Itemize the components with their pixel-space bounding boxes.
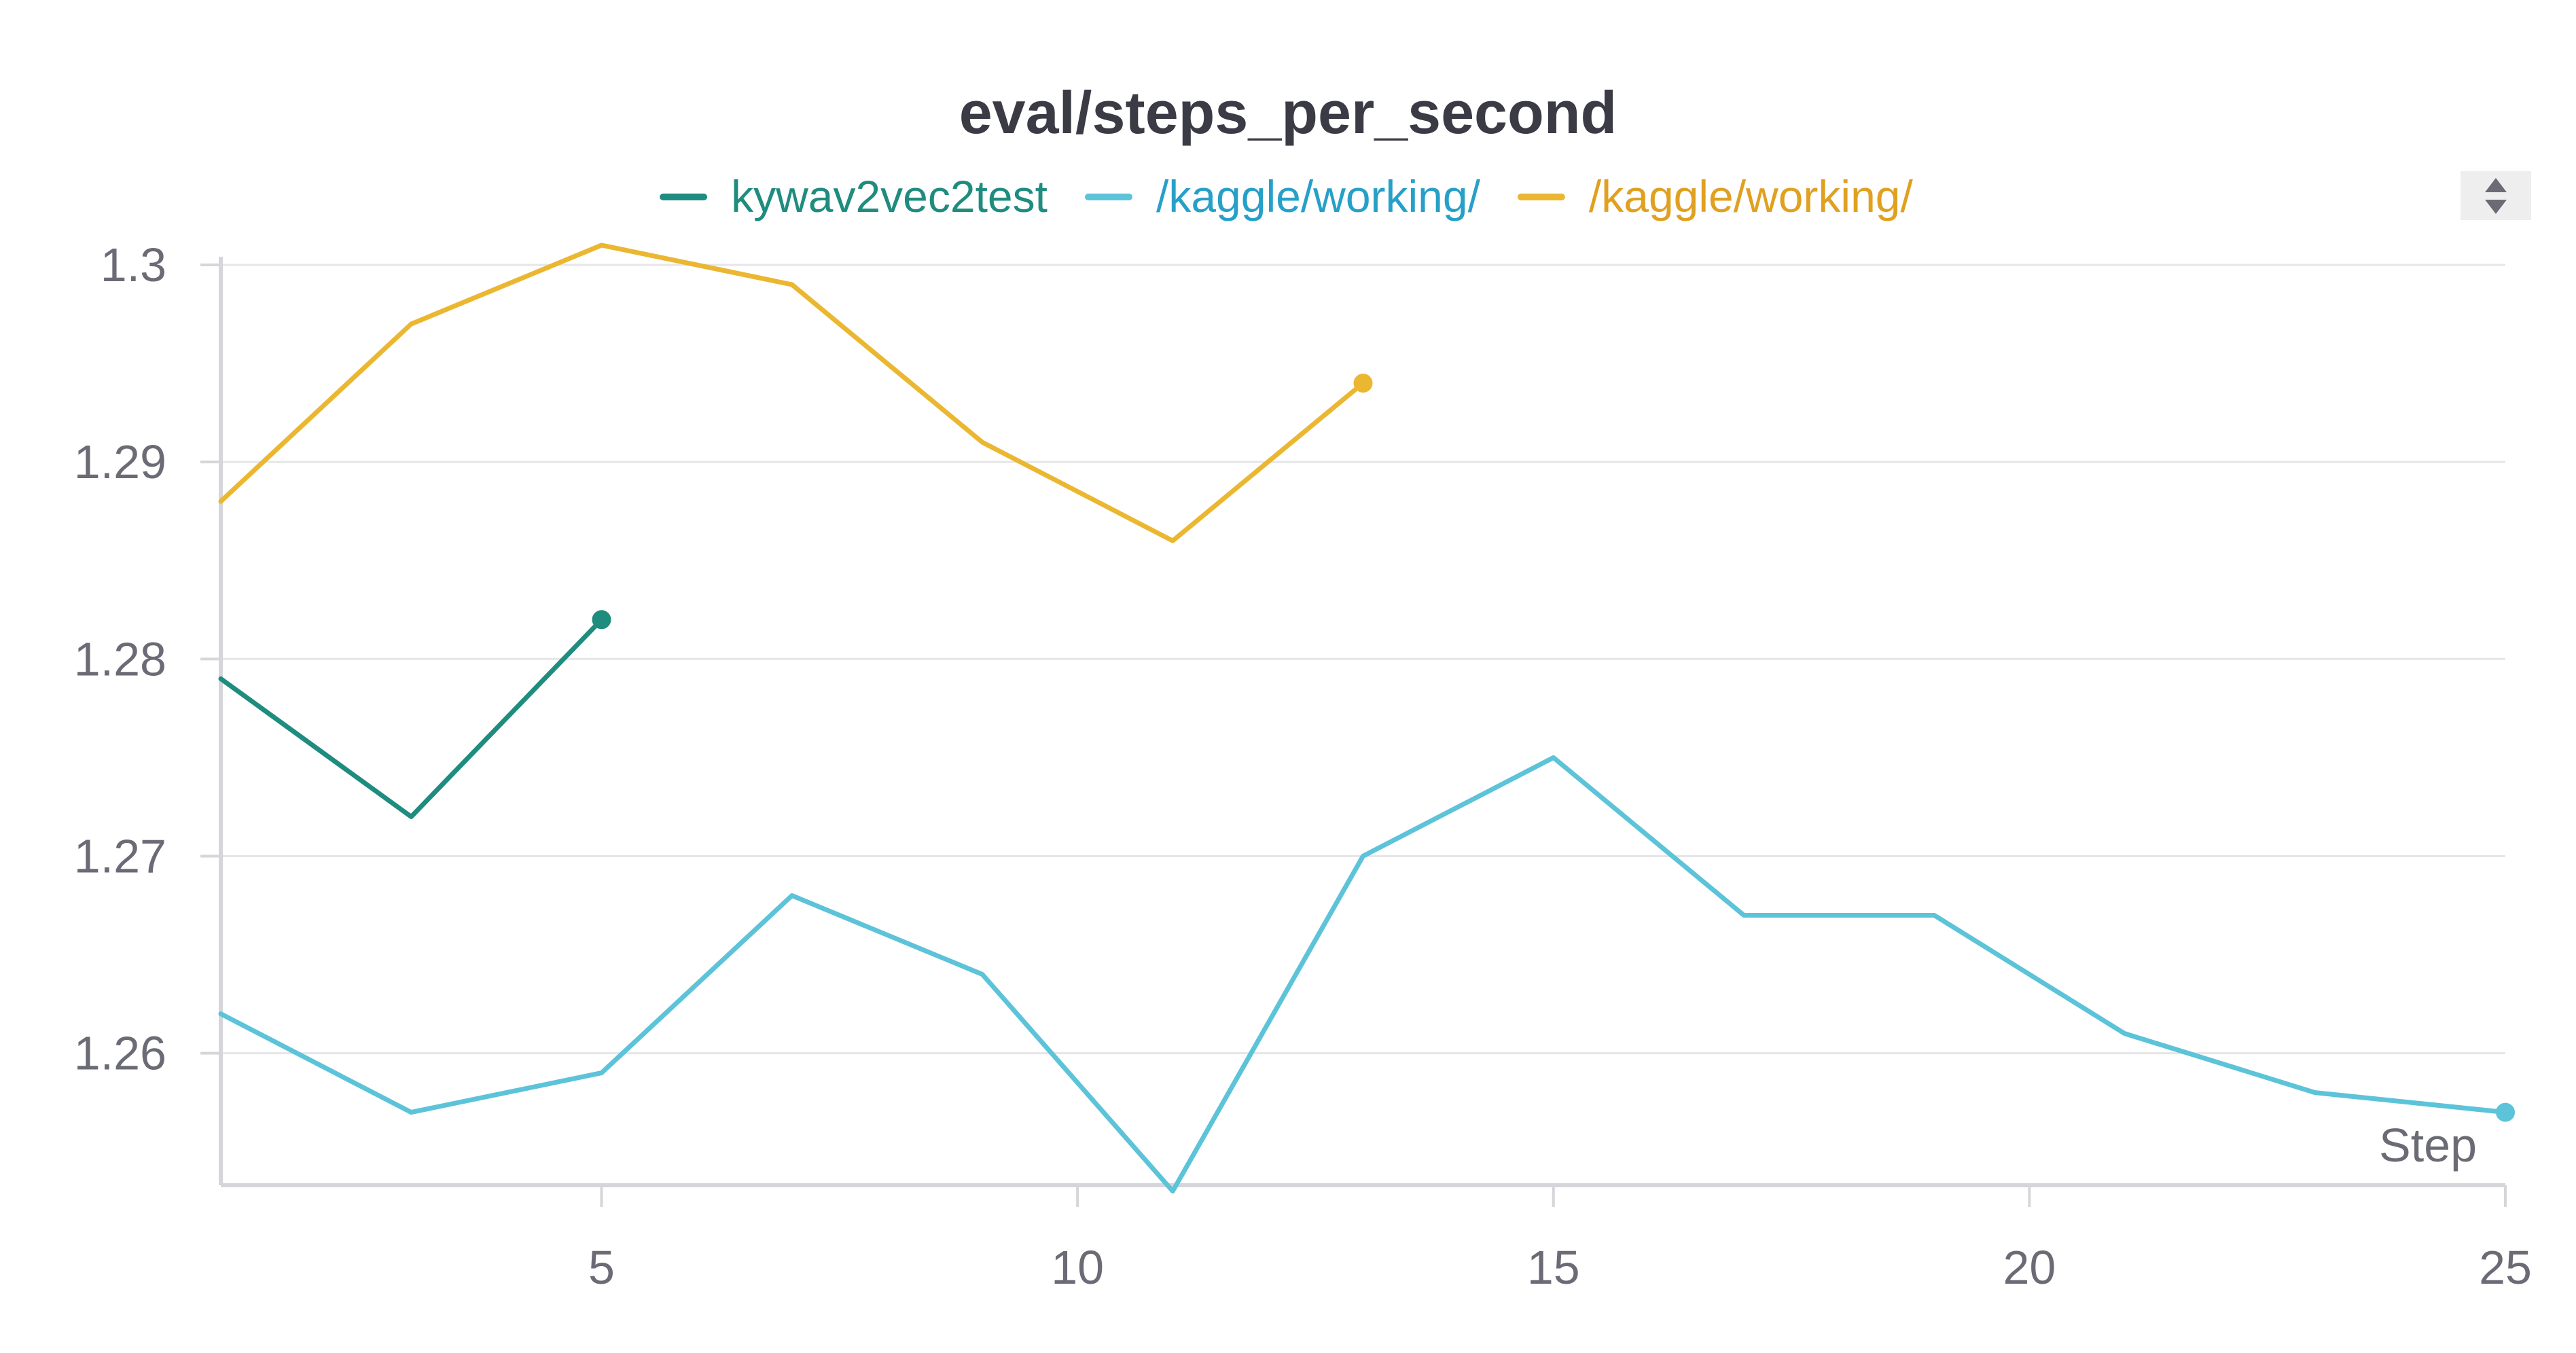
x-tick-label: 10 — [1051, 1241, 1104, 1294]
series-endpoint-1 — [2496, 1102, 2515, 1122]
legend-item-2: /kaggle/working/ — [1517, 171, 1914, 221]
legend-label: kywav2vec2test — [731, 171, 1048, 221]
x-tick-label: 15 — [1527, 1241, 1580, 1294]
legend-item-1: /kaggle/working/ — [1085, 171, 1481, 221]
y-tick-label: 1.28 — [74, 632, 166, 685]
series-endpoint-0 — [592, 610, 611, 630]
y-tick-label: 1.26 — [74, 1027, 166, 1080]
legend: kywav2vec2test/kaggle/working/ /kaggle/wo… — [660, 171, 1914, 221]
y-tick-label: 1.3 — [101, 238, 166, 291]
legend-label: /kaggle/working/ — [1589, 171, 1914, 221]
x-tick-label: 25 — [2479, 1241, 2532, 1294]
axis-layer: 1.26 1.27 1.28 1.29 1.3 5 10 15 20 25 — [74, 238, 2532, 1294]
y-tick-label: 1.27 — [74, 829, 166, 882]
legend-item-0: kywav2vec2test — [660, 171, 1048, 221]
chart-title: eval/steps_per_second — [959, 79, 1617, 146]
x-axis-label: Step — [2379, 1119, 2477, 1172]
series-line-2 — [218, 242, 1365, 543]
series-layer — [218, 242, 2515, 1194]
series-line-1 — [218, 755, 2508, 1194]
legend-label: /kaggle/working/ — [1156, 171, 1481, 221]
up-arrow-icon — [2485, 178, 2507, 192]
y-tick-label: 1.29 — [74, 435, 166, 488]
grid-layer — [221, 264, 2505, 1055]
down-arrow-icon — [2485, 200, 2507, 214]
series-line-0 — [218, 617, 604, 819]
series-endpoint-2 — [1353, 374, 1373, 393]
x-tick-label: 5 — [588, 1241, 615, 1294]
legend-scroll-button[interactable] — [2461, 171, 2531, 220]
x-tick-label: 20 — [2003, 1241, 2056, 1294]
